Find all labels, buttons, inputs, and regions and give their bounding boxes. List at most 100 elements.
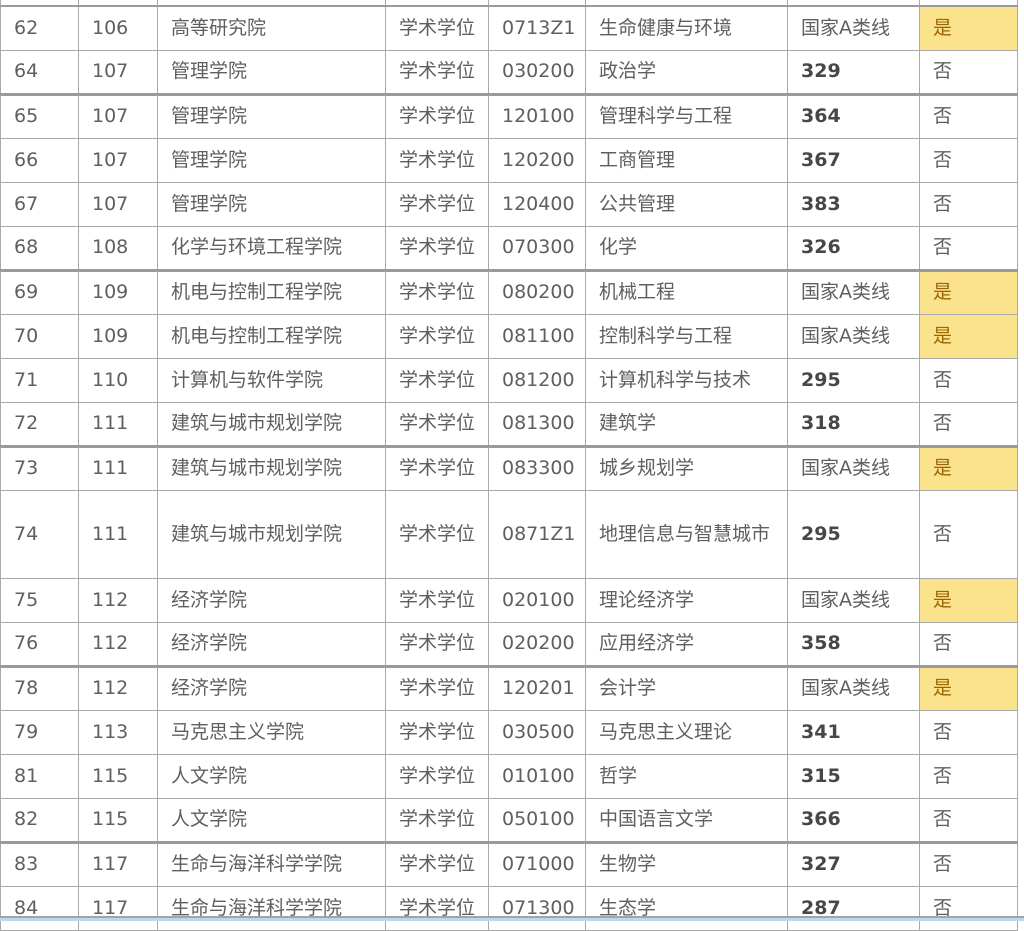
cell-unit-code: 111	[78, 401, 158, 448]
cell-major-code: 020200	[488, 621, 586, 668]
cell-major-code: 083300	[488, 445, 586, 491]
cell-major-code: 030500	[488, 709, 586, 755]
cell-major-name: 建筑学	[585, 401, 788, 448]
cell-major-code: 020100	[488, 577, 586, 623]
cell-is-national-line: 否	[919, 885, 1018, 931]
cell-row-no: 68	[0, 225, 79, 272]
cell-row-no: 82	[0, 797, 79, 844]
cell-major-code: 0713Z1	[488, 5, 586, 51]
cell-row-no: 71	[0, 357, 79, 403]
cell-row-no: 64	[0, 49, 79, 96]
cell-unit-code: 109	[78, 313, 158, 359]
cell-degree-type: 学术学位	[385, 49, 489, 96]
cell-degree-type: 学术学位	[385, 5, 489, 51]
cell-major-name: 理论经济学	[585, 577, 788, 623]
cell-score-line: 295	[787, 489, 920, 579]
cell-college: 建筑与城市规划学院	[157, 489, 386, 579]
cell-unit-code: 110	[78, 357, 158, 403]
cell-is-national-line: 是	[919, 269, 1018, 315]
cell-score-line: 329	[787, 49, 920, 96]
cell-score-line: 366	[787, 797, 920, 844]
cell-degree-type: 学术学位	[385, 313, 489, 359]
cell-degree-type: 学术学位	[385, 841, 489, 887]
cell-unit-code: 112	[78, 577, 158, 623]
table-row: 62 106 高等研究院 学术学位 0713Z1 生命健康与环境 国家A类线是	[0, 5, 1018, 51]
table-row: 68 108 化学与环境工程学院 学术学位 070300 化学 326 否	[0, 225, 1018, 272]
cell-row-no: 73	[0, 445, 79, 491]
cell-major-name: 会计学	[585, 665, 788, 711]
cell-degree-type: 学术学位	[385, 445, 489, 491]
cell-major-name: 化学	[585, 225, 788, 272]
cell-major-name: 城乡规划学	[585, 445, 788, 491]
table-row: 79 113 马克思主义学院 学术学位 030500 马克思主义理论 341 否	[0, 709, 1018, 755]
cell-is-national-line: 是	[919, 665, 1018, 711]
cell-college: 经济学院	[157, 665, 386, 711]
cell-score-line: 367	[787, 137, 920, 183]
cell-score-line: 341	[787, 709, 920, 755]
cell-college: 建筑与城市规划学院	[157, 401, 386, 448]
cell-is-national-line: 否	[919, 181, 1018, 227]
cell-unit-code: 106	[78, 5, 158, 51]
cell-score-line: 287	[787, 885, 920, 931]
table-row: 67 107 管理学院 学术学位 120400 公共管理 383 否	[0, 181, 1018, 227]
cell-college: 计算机与软件学院	[157, 357, 386, 403]
cell-unit-code: 113	[78, 709, 158, 755]
cell-is-national-line: 否	[919, 797, 1018, 844]
cell-degree-type: 学术学位	[385, 93, 489, 139]
cell-row-no: 62	[0, 5, 79, 51]
cell-unit-code: 107	[78, 49, 158, 96]
cell-is-national-line: 否	[919, 137, 1018, 183]
cell-row-no: 69	[0, 269, 79, 315]
cell-major-name: 管理科学与工程	[585, 93, 788, 139]
cell-is-national-line: 否	[919, 709, 1018, 755]
table-row: 74 111 建筑与城市规划学院 学术学位 0871Z1 地理信息与智慧城市 295 否	[0, 489, 1018, 579]
cell-degree-type: 学术学位	[385, 665, 489, 711]
cell-is-national-line: 否	[919, 621, 1018, 668]
cell-major-code: 010100	[488, 753, 586, 799]
cell-row-no: 74	[0, 489, 79, 579]
table-row: 66 107 管理学院 学术学位 120200 工商管理 367 否	[0, 137, 1018, 183]
cell-unit-code: 112	[78, 621, 158, 668]
window-bottom-edge	[0, 916, 1024, 921]
cell-unit-code: 107	[78, 93, 158, 139]
cell-major-name: 机械工程	[585, 269, 788, 315]
cell-row-no: 79	[0, 709, 79, 755]
cell-unit-code: 111	[78, 489, 158, 579]
cell-college: 管理学院	[157, 137, 386, 183]
cell-college: 管理学院	[157, 49, 386, 96]
cell-college: 人文学院	[157, 753, 386, 799]
cell-major-name: 哲学	[585, 753, 788, 799]
cell-major-code: 071000	[488, 841, 586, 887]
table-row: 83 117 生命与海洋科学学院 学术学位 071000 生物学 327 否	[0, 841, 1018, 887]
cell-unit-code: 111	[78, 445, 158, 491]
cell-college: 生命与海洋科学学院	[157, 885, 386, 931]
cell-score-line: 国家A类线	[787, 269, 920, 315]
cell-degree-type: 学术学位	[385, 577, 489, 623]
cell-row-no: 66	[0, 137, 79, 183]
cell-row-no: 70	[0, 313, 79, 359]
cell-college: 经济学院	[157, 577, 386, 623]
cell-major-name: 马克思主义理论	[585, 709, 788, 755]
cell-is-national-line: 是	[919, 577, 1018, 623]
cell-degree-type: 学术学位	[385, 621, 489, 668]
cell-score-line: 国家A类线	[787, 577, 920, 623]
cell-college: 机电与控制工程学院	[157, 313, 386, 359]
cell-college: 管理学院	[157, 93, 386, 139]
cell-is-national-line: 否	[919, 49, 1018, 96]
cell-major-code: 081300	[488, 401, 586, 448]
cell-score-line: 383	[787, 181, 920, 227]
cell-is-national-line: 是	[919, 445, 1018, 491]
cell-score-line: 国家A类线	[787, 313, 920, 359]
cell-major-code: 120100	[488, 93, 586, 139]
table-row: 72 111 建筑与城市规划学院 学术学位 081300 建筑学 318 否	[0, 401, 1018, 448]
cell-major-code: 0871Z1	[488, 489, 586, 579]
cell-degree-type: 学术学位	[385, 885, 489, 931]
cell-major-code: 081100	[488, 313, 586, 359]
cell-college: 高等研究院	[157, 5, 386, 51]
cell-is-national-line: 否	[919, 841, 1018, 887]
cell-row-no: 84	[0, 885, 79, 931]
cell-unit-code: 115	[78, 797, 158, 844]
